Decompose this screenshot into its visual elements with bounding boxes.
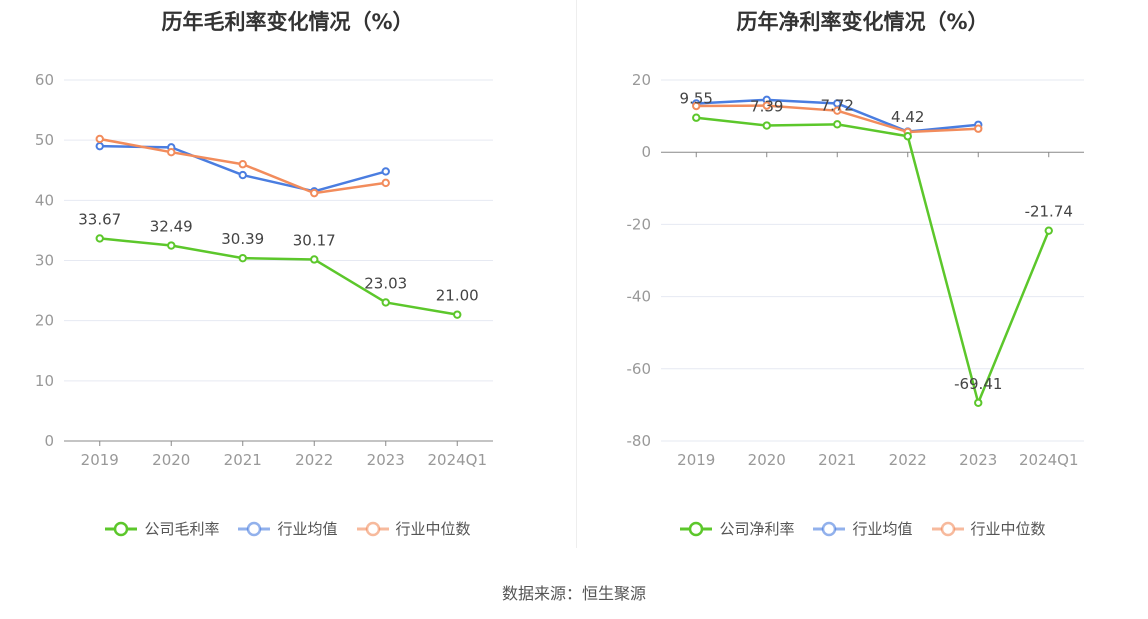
data-label: 9.55 — [680, 90, 713, 108]
y-tick-label: -60 — [627, 360, 652, 378]
y-tick-label: 10 — [35, 372, 54, 390]
data-source: 数据来源：恒生聚源 — [501, 584, 646, 603]
legend-marker-icon — [813, 521, 846, 536]
data-label: 4.42 — [891, 108, 924, 126]
series-line — [99, 237, 458, 316]
legend-item[interactable]: 公司净利率 — [679, 518, 794, 539]
gross-margin-chart: 0 10 20 30 40 50 60 2019 2020 2021 2022 2023 2024Q1 3… — [35, 71, 493, 469]
gross-margin-legend: 公司毛利率 行业均值 行业中位数 — [0, 518, 575, 539]
legend-marker-icon — [931, 521, 964, 536]
x-tick-label: 2019 — [81, 451, 119, 469]
data-point[interactable] — [238, 170, 247, 180]
legend-label: 公司净利率 — [719, 520, 795, 538]
data-label: 7.39 — [750, 98, 783, 116]
gross-margin-title: 历年毛利率变化情况（%） — [161, 10, 414, 34]
panel-divider — [576, 0, 577, 548]
net-margin-chart: -80 -60 -40 -20 0 20 2019 2020 2021 2022 2023 2024Q… — [627, 71, 1084, 469]
data-label: 32.49 — [150, 218, 193, 236]
data-point[interactable] — [1044, 226, 1053, 235]
y-tick-label: 60 — [35, 71, 54, 89]
data-point[interactable] — [903, 132, 912, 141]
data-point[interactable] — [833, 120, 842, 129]
y-tick-label: -80 — [627, 432, 652, 450]
gross-margin-panel: 历年毛利率变化情况（%） 0 10 20 30 40 50 60 2019 2020 2021 20… — [0, 0, 575, 560]
data-label: -21.74 — [1025, 203, 1073, 221]
data-point[interactable] — [238, 160, 247, 169]
data-label: 33.67 — [78, 210, 121, 228]
data-point[interactable] — [310, 188, 319, 198]
data-label: -69.41 — [954, 375, 1002, 393]
data-point[interactable] — [453, 310, 462, 319]
legend-label: 行业中位数 — [970, 520, 1046, 538]
x-tick-label: 2022 — [295, 451, 333, 469]
y-tick-label: 20 — [632, 71, 651, 89]
y-tick-label: 0 — [641, 143, 651, 161]
net-margin-panel: 历年净利率变化情况（%） -80 -60 -40 -20 0 20 2019 2020 2021… — [577, 0, 1148, 560]
x-tick-label: 2020 — [152, 451, 190, 469]
series-line — [696, 116, 1050, 405]
net-margin-title: 历年净利率变化情况（%） — [736, 10, 989, 34]
data-point[interactable] — [692, 113, 701, 122]
legend-item[interactable]: 行业均值 — [237, 518, 338, 539]
x-tick-label: 2021 — [818, 451, 856, 469]
data-point[interactable] — [381, 178, 390, 188]
data-point[interactable] — [167, 148, 176, 157]
net-margin-legend: 公司净利率 行业均值 行业中位数 — [577, 518, 1148, 539]
legend-label: 行业均值 — [277, 520, 338, 538]
data-point[interactable] — [95, 234, 104, 243]
data-point[interactable] — [381, 298, 390, 307]
data-label: 30.17 — [293, 231, 336, 249]
x-tick-label: 2021 — [224, 451, 262, 469]
data-point[interactable] — [762, 121, 771, 130]
x-tick-label: 2023 — [959, 451, 997, 469]
y-tick-label: -40 — [627, 288, 652, 306]
legend-item[interactable]: 公司毛利率 — [104, 518, 219, 539]
legend-item[interactable]: 行业均值 — [812, 518, 913, 539]
legend-label: 行业中位数 — [395, 520, 471, 538]
x-tick-label: 2020 — [748, 451, 786, 469]
legend-label: 公司毛利率 — [144, 520, 220, 538]
legend-label: 行业均值 — [852, 520, 913, 538]
data-point[interactable] — [974, 124, 983, 133]
data-label: 21.00 — [436, 287, 479, 305]
legend-marker-icon — [238, 521, 271, 536]
x-tick-label: 2024Q1 — [1019, 451, 1079, 469]
legend-item[interactable]: 行业中位数 — [356, 518, 471, 539]
data-point[interactable] — [692, 101, 701, 111]
x-tick-label: 2024Q1 — [427, 451, 487, 469]
data-point[interactable] — [238, 253, 247, 263]
data-point[interactable] — [95, 141, 104, 151]
series-line — [99, 144, 387, 193]
data-label: 30.39 — [221, 230, 264, 248]
y-tick-label: -20 — [627, 215, 652, 233]
y-tick-label: 20 — [35, 312, 54, 330]
y-tick-label: 30 — [35, 252, 54, 270]
data-point[interactable] — [762, 101, 771, 110]
data-point[interactable] — [381, 167, 390, 176]
data-point[interactable] — [310, 255, 319, 264]
data-label: 23.03 — [364, 274, 407, 292]
data-point[interactable] — [974, 398, 983, 407]
y-tick-label: 0 — [44, 432, 54, 450]
data-point[interactable] — [833, 106, 842, 115]
x-tick-label: 2023 — [367, 451, 405, 469]
legend-marker-icon — [105, 521, 138, 536]
y-tick-label: 40 — [35, 191, 54, 209]
data-point[interactable] — [95, 134, 104, 144]
legend-item[interactable]: 行业中位数 — [931, 518, 1046, 539]
x-tick-label: 2022 — [889, 451, 927, 469]
data-label: 7.72 — [821, 96, 854, 114]
data-point[interactable] — [167, 241, 176, 250]
x-tick-label: 2019 — [677, 451, 715, 469]
y-tick-label: 50 — [35, 131, 54, 149]
legend-marker-icon — [356, 521, 389, 536]
legend-marker-icon — [680, 521, 713, 536]
